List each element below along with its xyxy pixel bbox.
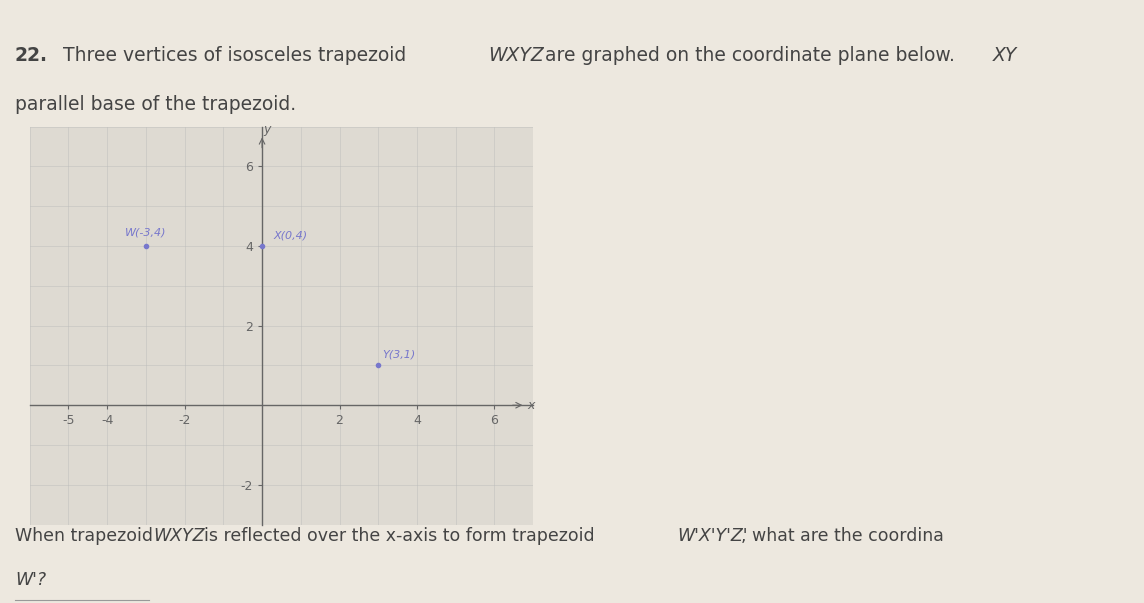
Text: W(-3,4): W(-3,4) — [125, 227, 167, 237]
Text: X(0,4): X(0,4) — [273, 230, 308, 240]
Text: WXYZ: WXYZ — [153, 527, 205, 545]
Text: is reflected over the x-axis to form trapezoid: is reflected over the x-axis to form tra… — [204, 527, 594, 545]
Text: Three vertices of isosceles trapezoid: Three vertices of isosceles trapezoid — [63, 46, 412, 65]
Text: y: y — [263, 122, 270, 136]
Text: 22.: 22. — [15, 46, 48, 65]
Text: When trapezoid: When trapezoid — [15, 527, 158, 545]
Text: WXYZ: WXYZ — [488, 46, 545, 65]
Text: W'X'Y'Z': W'X'Y'Z' — [677, 527, 748, 545]
Text: are graphed on the coordinate plane below.: are graphed on the coordinate plane belo… — [545, 46, 954, 65]
Text: Y(3,1): Y(3,1) — [382, 350, 415, 359]
Text: , what are the coordina: , what are the coordina — [741, 527, 944, 545]
Text: XY: XY — [993, 46, 1017, 65]
Text: parallel base of the trapezoid.: parallel base of the trapezoid. — [15, 95, 296, 115]
Text: x: x — [527, 399, 534, 412]
Text: W'?: W'? — [15, 571, 46, 589]
